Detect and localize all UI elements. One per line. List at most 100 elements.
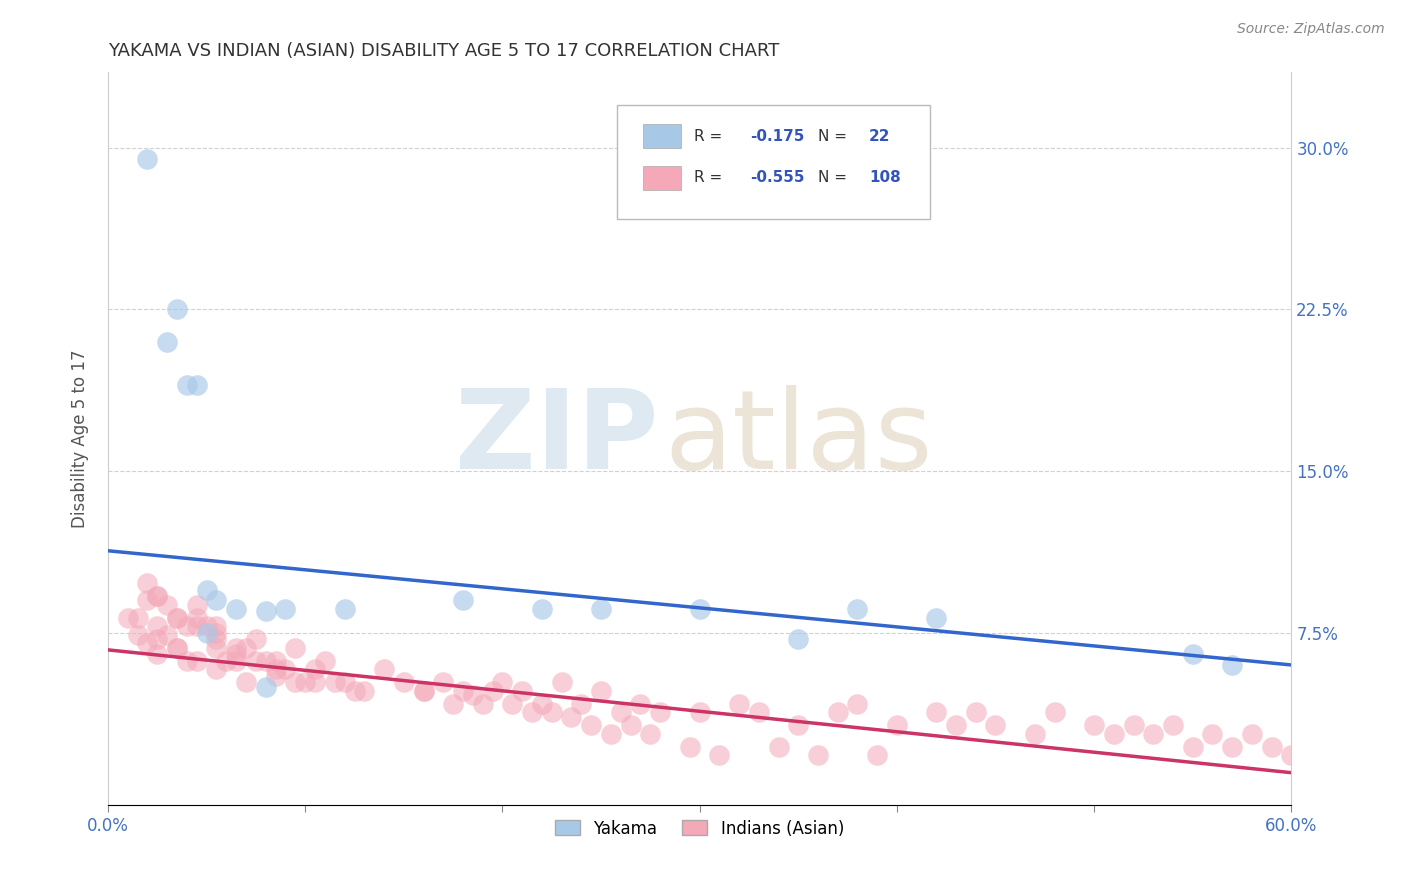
Point (540, 706, 562, 720)
Text: N =: N = (818, 169, 852, 185)
Point (520, 706, 543, 720)
Point (1122, 718, 1144, 732)
Point (205, 593, 228, 607)
Point (432, 675, 454, 690)
Point (264, 654, 287, 668)
Point (136, 152, 159, 166)
Point (323, 675, 346, 690)
Point (136, 636, 159, 650)
Point (1181, 647, 1204, 661)
Point (254, 604, 277, 618)
Point (1220, 657, 1243, 672)
Point (589, 602, 612, 616)
Point (254, 654, 277, 668)
Point (186, 654, 208, 668)
Point (254, 680, 277, 694)
Text: YAKAMA VS INDIAN (ASIAN) DISABILITY AGE 5 TO 17 CORRELATION CHART: YAKAMA VS INDIAN (ASIAN) DISABILITY AGE … (108, 42, 779, 60)
FancyBboxPatch shape (617, 105, 931, 219)
Point (945, 718, 967, 732)
Text: 22: 22 (869, 128, 890, 144)
Point (807, 748, 830, 763)
Y-axis label: Disability Age 5 to 17: Disability Age 5 to 17 (72, 350, 89, 528)
Point (510, 683, 533, 698)
Point (1220, 739, 1243, 754)
Point (136, 593, 159, 607)
Point (630, 697, 652, 711)
Point (176, 619, 198, 633)
Point (205, 619, 228, 633)
Point (1102, 727, 1125, 741)
Point (225, 602, 247, 616)
Point (186, 619, 208, 633)
Point (748, 706, 770, 720)
Point (235, 675, 257, 690)
Point (579, 718, 602, 732)
Point (176, 377, 198, 392)
Point (1201, 727, 1223, 741)
Text: ZIP: ZIP (456, 385, 658, 492)
Point (225, 654, 247, 668)
Point (156, 598, 179, 612)
Point (225, 640, 247, 655)
Point (176, 654, 198, 668)
Text: R =: R = (693, 128, 727, 144)
Point (787, 718, 810, 732)
Point (274, 662, 297, 676)
Point (136, 576, 159, 591)
Point (166, 640, 188, 655)
Point (117, 610, 139, 624)
Text: -0.175: -0.175 (751, 128, 804, 144)
Point (245, 654, 267, 668)
Point (392, 675, 415, 690)
Point (569, 697, 592, 711)
Text: Source: ZipAtlas.com: Source: ZipAtlas.com (1237, 22, 1385, 37)
Point (451, 683, 474, 698)
Text: R =: R = (693, 169, 727, 185)
Text: N =: N = (818, 128, 852, 144)
Point (166, 640, 188, 655)
Point (1024, 727, 1046, 741)
Text: -0.555: -0.555 (751, 169, 806, 185)
Point (827, 706, 849, 720)
FancyBboxPatch shape (643, 166, 681, 190)
Point (264, 669, 287, 683)
Point (451, 593, 474, 607)
Point (186, 610, 208, 624)
Point (886, 718, 908, 732)
Point (1279, 748, 1302, 763)
Point (304, 675, 326, 690)
Point (166, 610, 188, 624)
Point (1142, 727, 1164, 741)
Point (186, 377, 208, 392)
Point (146, 589, 169, 603)
Point (304, 662, 326, 676)
Point (984, 718, 1007, 732)
Point (146, 632, 169, 646)
Point (530, 697, 553, 711)
Point (343, 683, 366, 698)
FancyBboxPatch shape (643, 125, 681, 148)
Point (373, 662, 395, 676)
Point (156, 628, 179, 642)
Point (679, 739, 702, 754)
Point (274, 602, 297, 616)
Point (333, 602, 356, 616)
Point (728, 697, 751, 711)
Point (205, 632, 228, 646)
Point (412, 683, 434, 698)
Point (195, 582, 218, 597)
Point (284, 640, 307, 655)
Point (205, 662, 228, 676)
Point (412, 683, 434, 698)
Point (333, 675, 356, 690)
Point (1260, 739, 1282, 754)
Point (166, 610, 188, 624)
Point (225, 647, 247, 661)
Point (284, 675, 307, 690)
Point (146, 589, 169, 603)
Point (1181, 739, 1204, 754)
Point (353, 683, 375, 698)
Point (1083, 718, 1105, 732)
Point (530, 602, 553, 616)
Point (146, 647, 169, 661)
